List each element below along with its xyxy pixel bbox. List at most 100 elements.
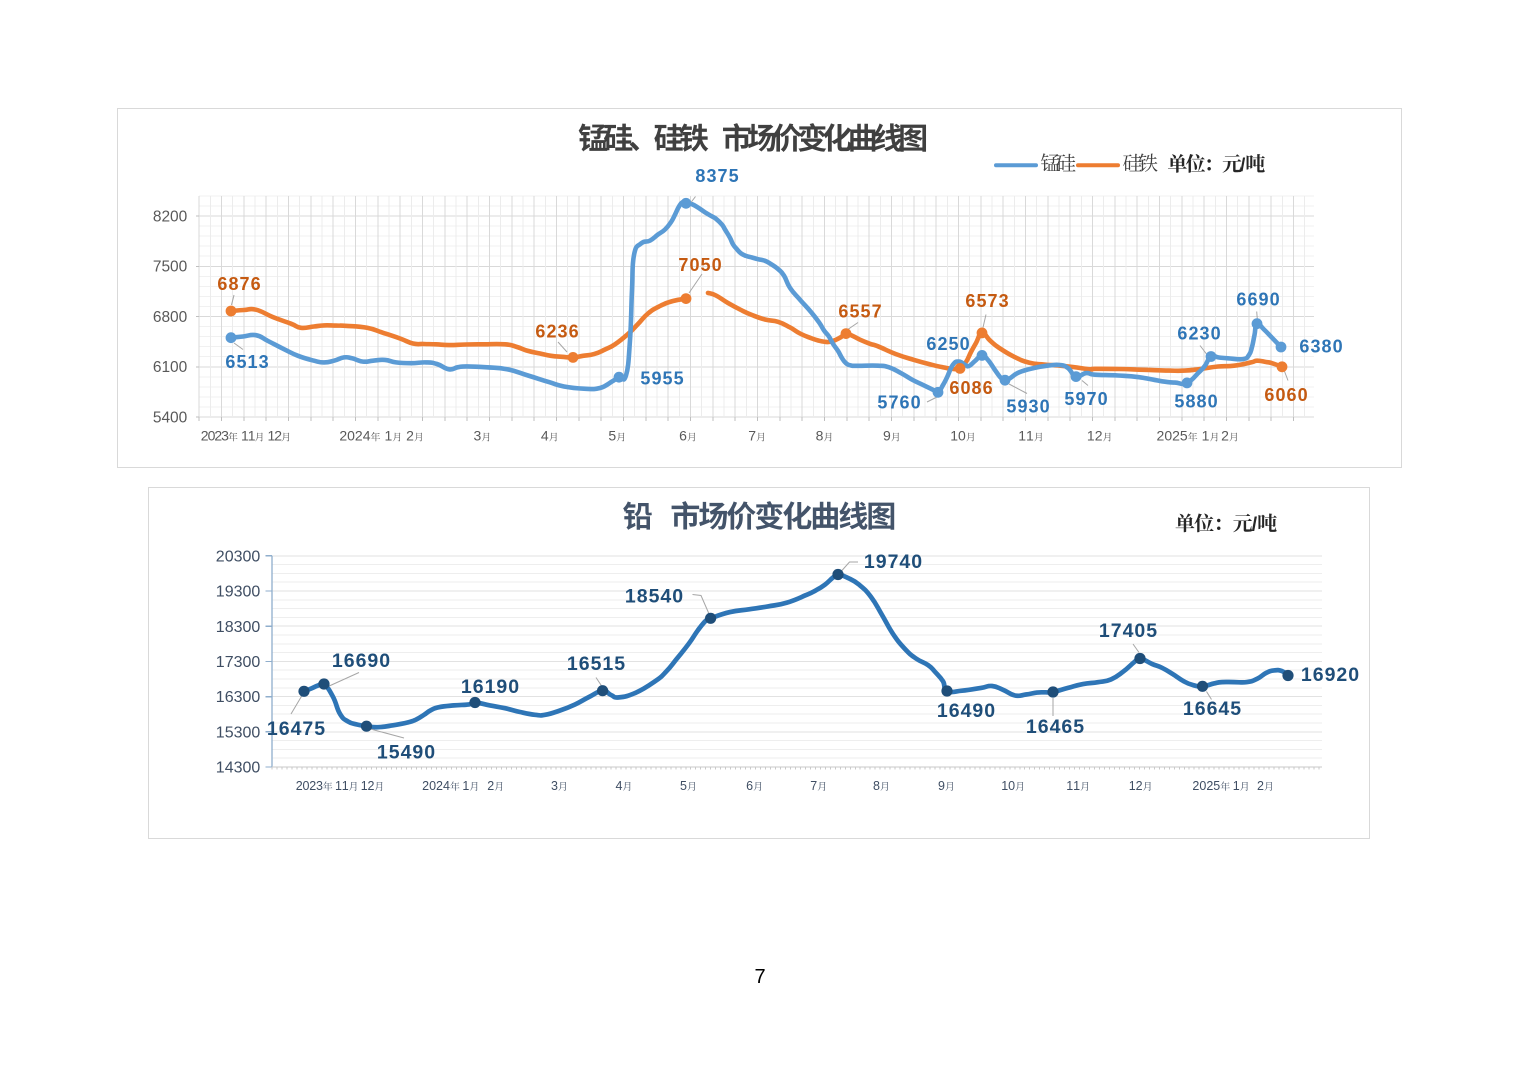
svg-text:6: 6 [1038,716,1049,738]
svg-text:5: 5 [614,653,625,675]
svg-text:5: 5 [153,409,162,426]
svg-text:5: 5 [608,428,616,444]
svg-text:6: 6 [473,676,484,698]
svg-text:7: 7 [225,654,234,671]
svg-text:5: 5 [680,779,687,793]
svg-text:6: 6 [279,718,290,740]
svg-text:0: 0 [251,619,260,636]
svg-text:2: 2 [339,428,347,444]
svg-text:1: 1 [241,428,249,444]
svg-text:1: 1 [602,653,613,675]
svg-text:3: 3 [234,724,243,741]
svg-text:6: 6 [983,378,993,398]
svg-text:1: 1 [248,428,256,444]
svg-text:6: 6 [1313,664,1324,686]
svg-text:6: 6 [1195,698,1206,720]
svg-text:6: 6 [1236,289,1246,309]
svg-text:1: 1 [864,551,875,573]
svg-text:6: 6 [949,378,959,398]
svg-text:1: 1 [216,654,225,671]
svg-text:8: 8 [972,378,982,398]
svg-text:3: 3 [1310,336,1320,356]
svg-text:1: 1 [361,779,368,793]
svg-text:1: 1 [1073,779,1080,793]
svg-text:4: 4 [961,700,972,722]
svg-text:6: 6 [926,334,936,354]
svg-text:0: 0 [1134,620,1145,642]
svg-text:7: 7 [1087,389,1097,409]
svg-text:5: 5 [949,334,959,354]
svg-text:6: 6 [1207,698,1218,720]
svg-text:1: 1 [1099,620,1110,642]
svg-text:0: 0 [179,309,188,326]
svg-text:3: 3 [221,428,229,444]
svg-text:5: 5 [861,301,871,321]
svg-text:6: 6 [217,274,227,294]
svg-text:2: 2 [1206,779,1213,793]
svg-text:0: 0 [1211,323,1221,343]
svg-text:3: 3 [474,428,482,444]
svg-text:5: 5 [849,301,859,321]
svg-text:5: 5 [701,255,711,275]
svg-text:6: 6 [225,689,234,706]
svg-text:7: 7 [302,718,313,740]
svg-text:1: 1 [248,352,258,372]
svg-text:0: 0 [1008,779,1015,793]
svg-text:0: 0 [243,619,252,636]
svg-text:1: 1 [384,428,392,444]
svg-text:1: 1 [1001,779,1008,793]
svg-text:1: 1 [332,650,343,672]
svg-text:8: 8 [873,779,880,793]
svg-text:5: 5 [1064,389,1074,409]
svg-text:0: 0 [689,255,699,275]
svg-text:5: 5 [640,368,650,388]
svg-text:0: 0 [179,259,188,276]
svg-text:2: 2 [1095,428,1103,444]
svg-text:5: 5 [877,392,887,412]
svg-text:0: 0 [179,208,188,225]
svg-text:4: 4 [615,779,622,793]
svg-text:9: 9 [883,428,891,444]
svg-text:6: 6 [746,779,753,793]
svg-text:6: 6 [251,274,261,294]
svg-text:0: 0 [1164,428,1172,444]
svg-text:0: 0 [208,428,216,444]
svg-text:7: 7 [678,255,688,275]
svg-text:0: 0 [1275,385,1285,405]
svg-text:4: 4 [363,428,371,444]
svg-text:3: 3 [558,321,568,341]
svg-text:3: 3 [234,584,243,601]
svg-text:1: 1 [377,742,388,764]
svg-text:7: 7 [888,392,898,412]
svg-text:3: 3 [1029,396,1039,416]
svg-text:1: 1 [625,586,636,608]
svg-text:2: 2 [309,779,316,793]
svg-text:1: 1 [267,718,278,740]
svg-text:4: 4 [1218,698,1229,720]
svg-text:1: 1 [1066,779,1073,793]
svg-text:0: 0 [170,359,179,376]
svg-text:1: 1 [1202,428,1210,444]
svg-text:9: 9 [1325,664,1336,686]
svg-text:0: 0 [225,548,234,565]
svg-text:6: 6 [949,700,960,722]
svg-text:5: 5 [225,724,234,741]
svg-text:0: 0 [251,548,260,565]
svg-text:3: 3 [316,779,323,793]
svg-text:5: 5 [1006,396,1016,416]
svg-text:4: 4 [660,586,671,608]
svg-text:0: 0 [251,724,260,741]
svg-text:1: 1 [485,676,496,698]
svg-text:6: 6 [225,352,235,372]
svg-text:0: 0 [179,409,188,426]
svg-text:0: 0 [712,255,722,275]
svg-text:5: 5 [591,653,602,675]
svg-text:2: 2 [422,779,429,793]
svg-text:5: 5 [976,291,986,311]
svg-text:3: 3 [259,352,269,372]
svg-text:9: 9 [876,551,887,573]
svg-text:1: 1 [335,779,342,793]
svg-text:4: 4 [401,742,412,764]
svg-text:4: 4 [1123,620,1134,642]
svg-text:1: 1 [216,619,225,636]
